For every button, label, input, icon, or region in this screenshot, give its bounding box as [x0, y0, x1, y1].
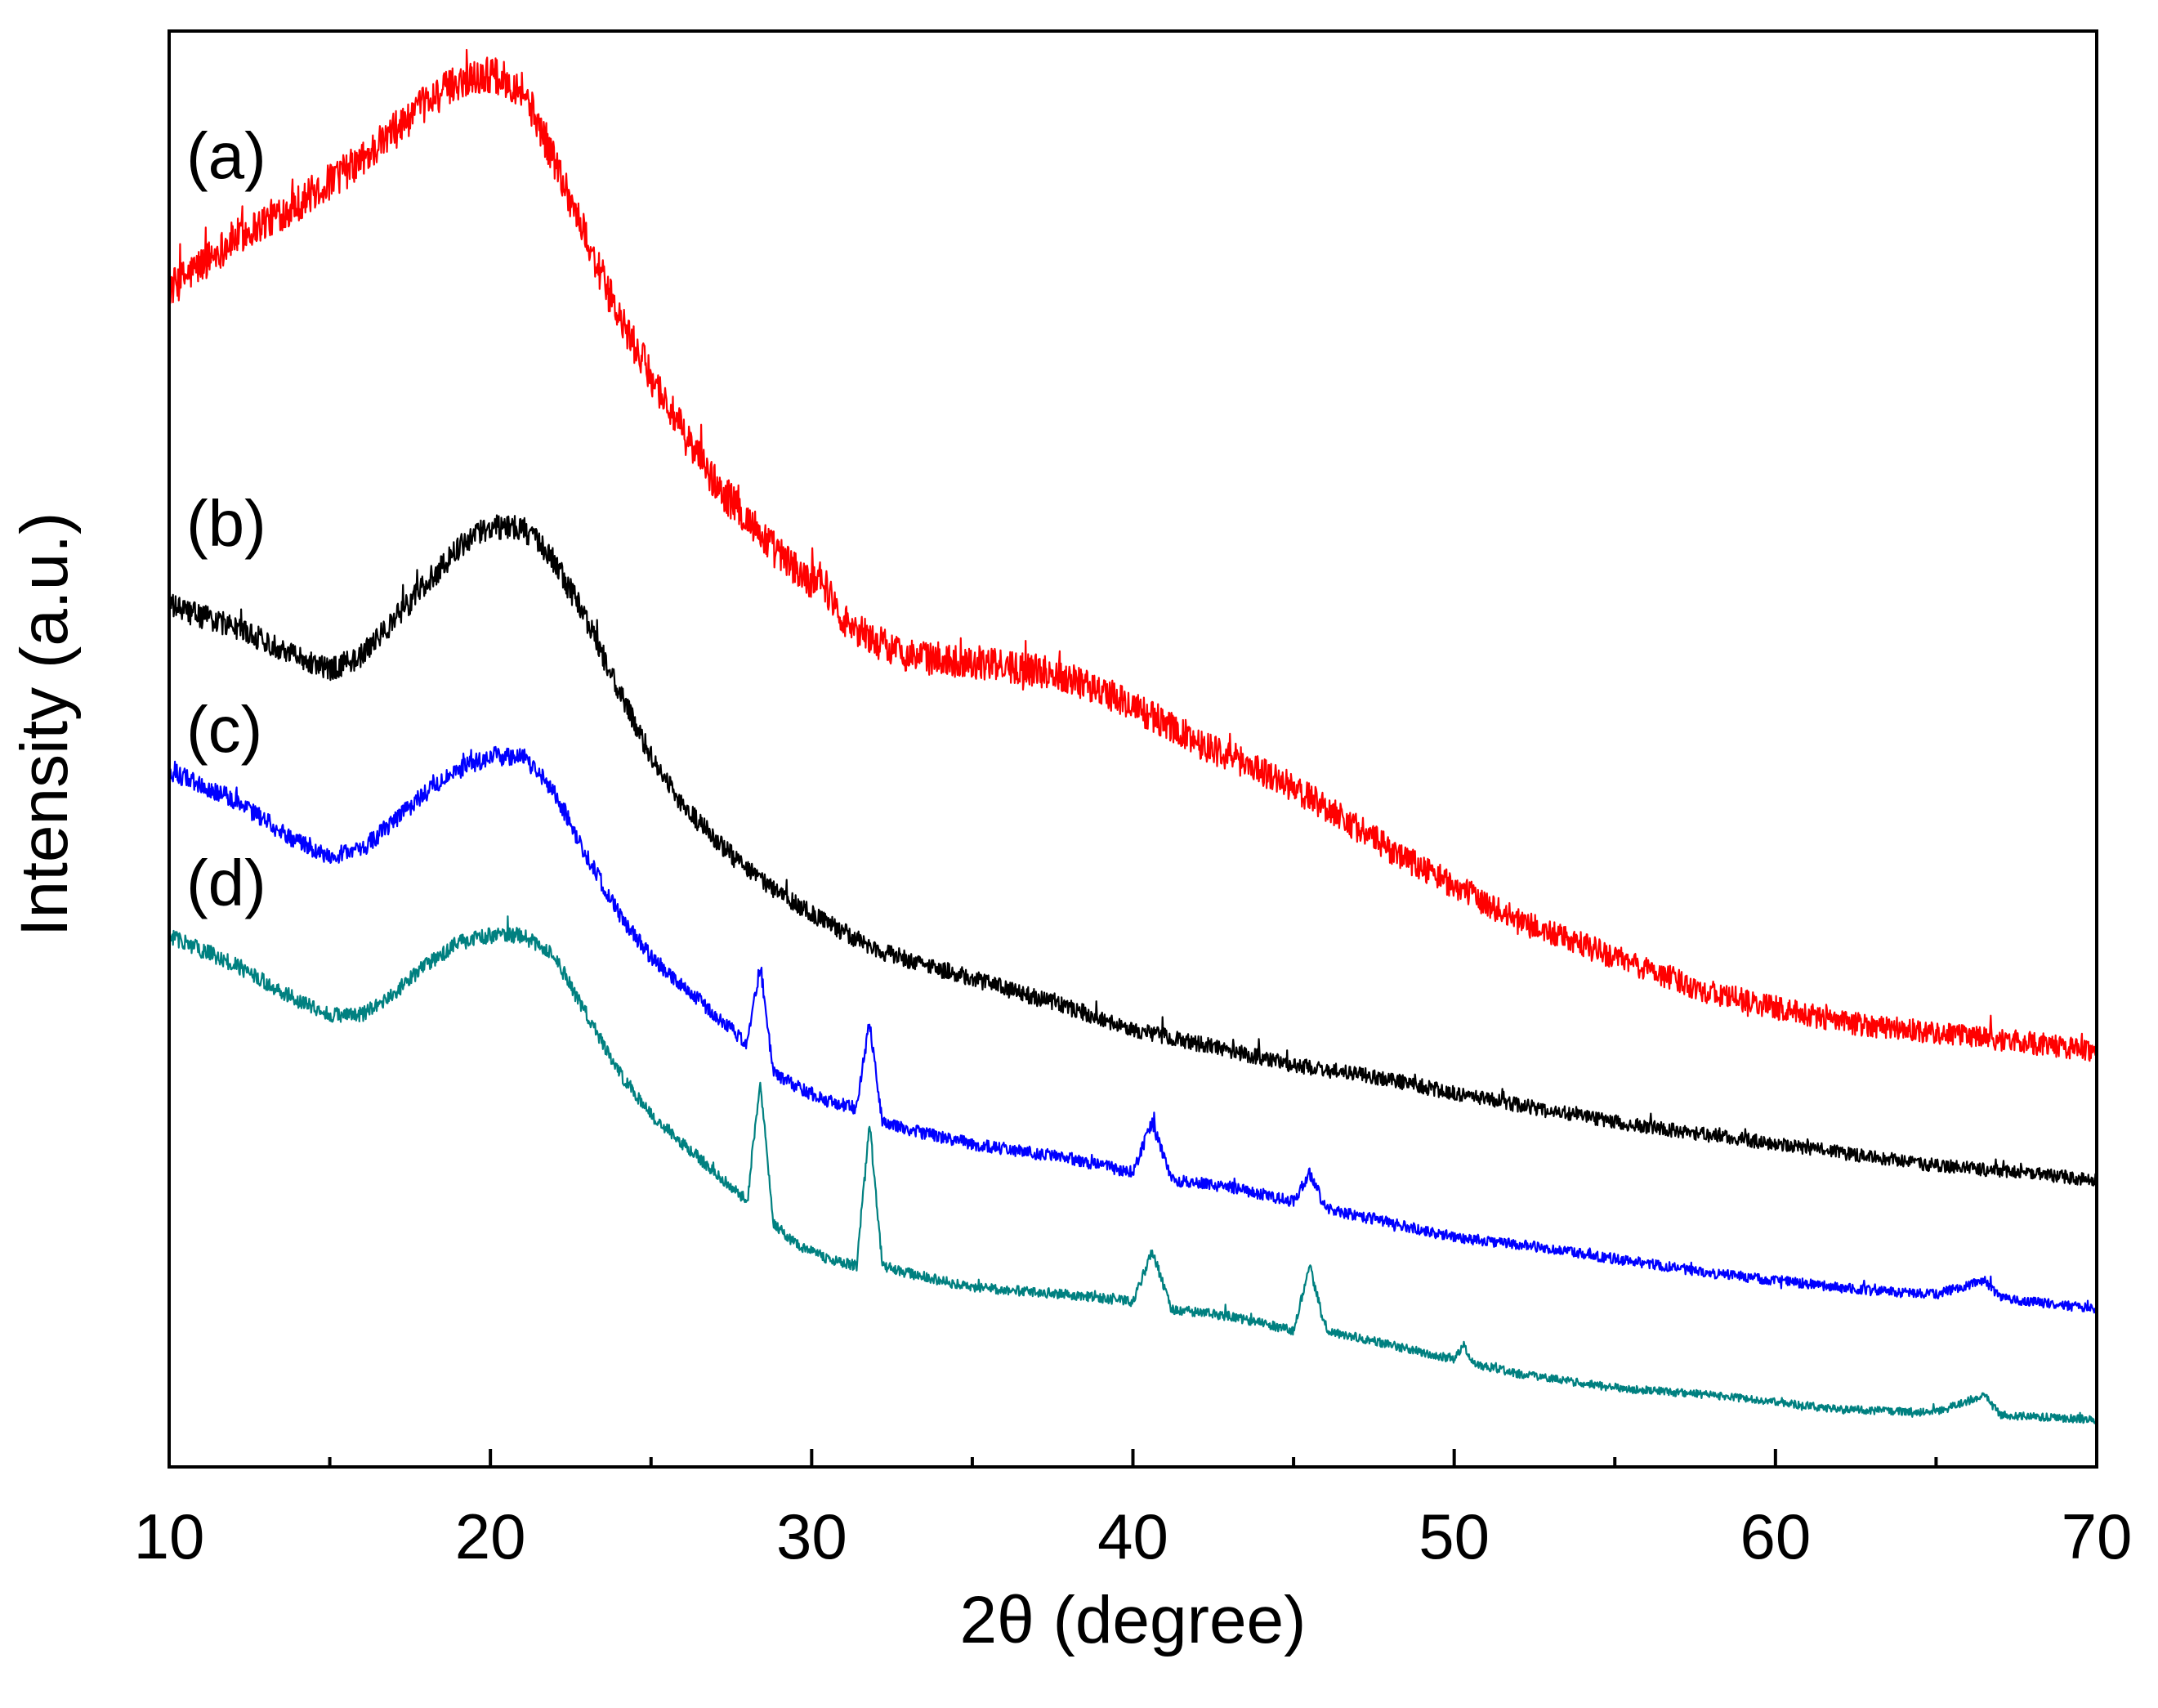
series-line-c	[168, 745, 2098, 1314]
x-tick-label: 30	[776, 1500, 847, 1572]
series-line-a	[168, 48, 2098, 1062]
series-line-d	[168, 915, 2098, 1424]
plot-frame	[168, 29, 2098, 1469]
x-tick-label: 70	[2062, 1500, 2133, 1572]
series-label-a: (a)	[186, 119, 266, 192]
series-line-b	[168, 514, 2098, 1187]
x-tick-label: 10	[134, 1500, 205, 1572]
series-label-d: (d)	[186, 847, 266, 919]
x-tick-label: 60	[1740, 1500, 1811, 1572]
y-axis-title: Intensity (a.u.)	[7, 512, 82, 937]
series-labels: (a) (b) (c) (d)	[186, 119, 266, 919]
plot-frame-layer	[168, 29, 2098, 1469]
x-axis-title: 2θ (degree)	[960, 1583, 1307, 1657]
x-tick-label: 50	[1419, 1500, 1490, 1572]
x-tick-label: 20	[455, 1500, 526, 1572]
series-label-b: (b)	[186, 487, 266, 560]
series-layer	[168, 48, 2098, 1424]
series-label-c: (c)	[186, 693, 262, 766]
x-axis-ticks: 10 20 30 40 50 60 70	[134, 1449, 2133, 1572]
x-tick-label: 40	[1097, 1500, 1168, 1572]
